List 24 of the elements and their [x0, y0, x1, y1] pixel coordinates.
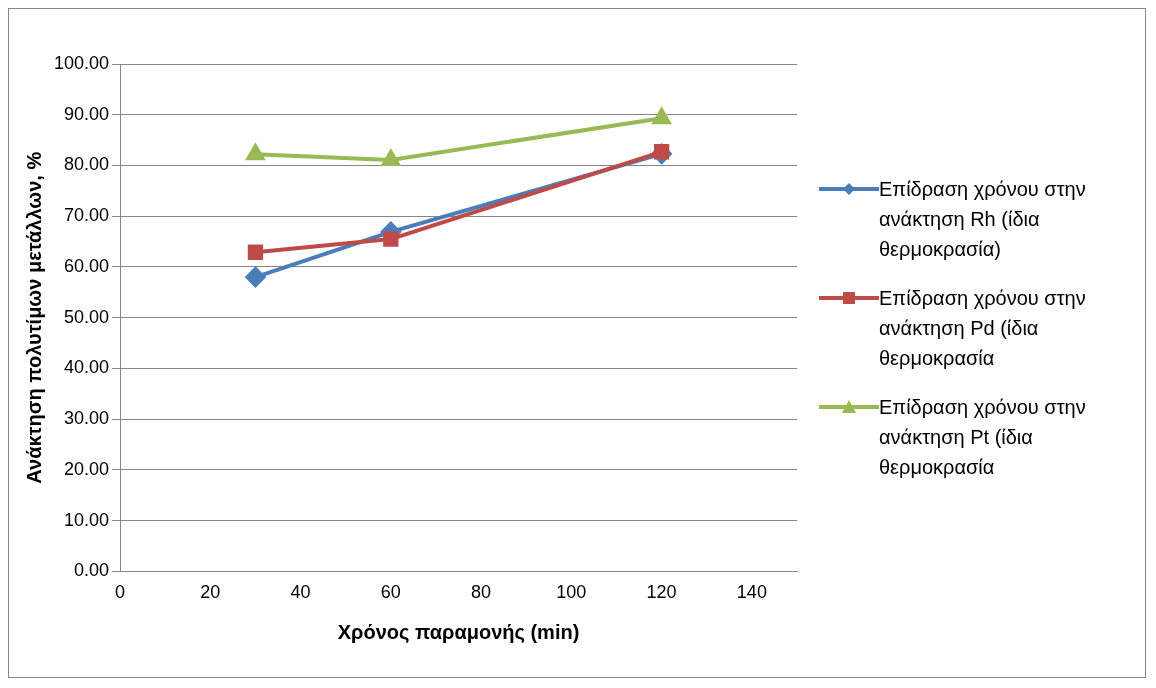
x-tick-label: 0	[115, 582, 126, 603]
x-tick-label: 120	[646, 582, 677, 603]
y-tick-label: 0.00	[74, 560, 110, 581]
y-tick-label: 80.00	[64, 154, 110, 175]
y-tick-label: 70.00	[64, 205, 110, 226]
y-tick-label: 40.00	[64, 357, 110, 378]
legend-label: Επίδραση χρόνου στην ανάκτηση Pd (ίδια θερμοκρασία	[879, 286, 1087, 371]
legend-label: Επίδραση χρόνου στην ανάκτηση Pt (ίδια θερμοκρασία	[879, 395, 1087, 480]
y-tick-label: 50.00	[64, 306, 110, 327]
x-tick-label: 40	[290, 582, 311, 603]
y-tick-label: 90.00	[64, 103, 110, 124]
y-tick-label: 60.00	[64, 255, 110, 276]
y-tick-label: 10.00	[64, 509, 110, 530]
x-tick-label: 140	[736, 582, 767, 603]
y-tick-label: 100.00	[53, 52, 110, 73]
x-tick-label: 20	[200, 582, 221, 603]
x-tick-label: 60	[380, 582, 401, 603]
y-tick-label: 20.00	[64, 458, 110, 479]
y-axis-title: Ανάκτηση πολυτίμων μετάλλων, %	[22, 151, 45, 484]
legend-label: Επίδραση χρόνου στην ανάκτηση Rh (ίδια θερμοκρασία)	[879, 177, 1087, 262]
x-axis-title: Χρόνος παραμονής (min)	[337, 620, 580, 643]
x-tick-label: 80	[471, 582, 492, 603]
y-tick-label: 30.00	[64, 408, 110, 429]
x-tick-label: 100	[556, 582, 587, 603]
